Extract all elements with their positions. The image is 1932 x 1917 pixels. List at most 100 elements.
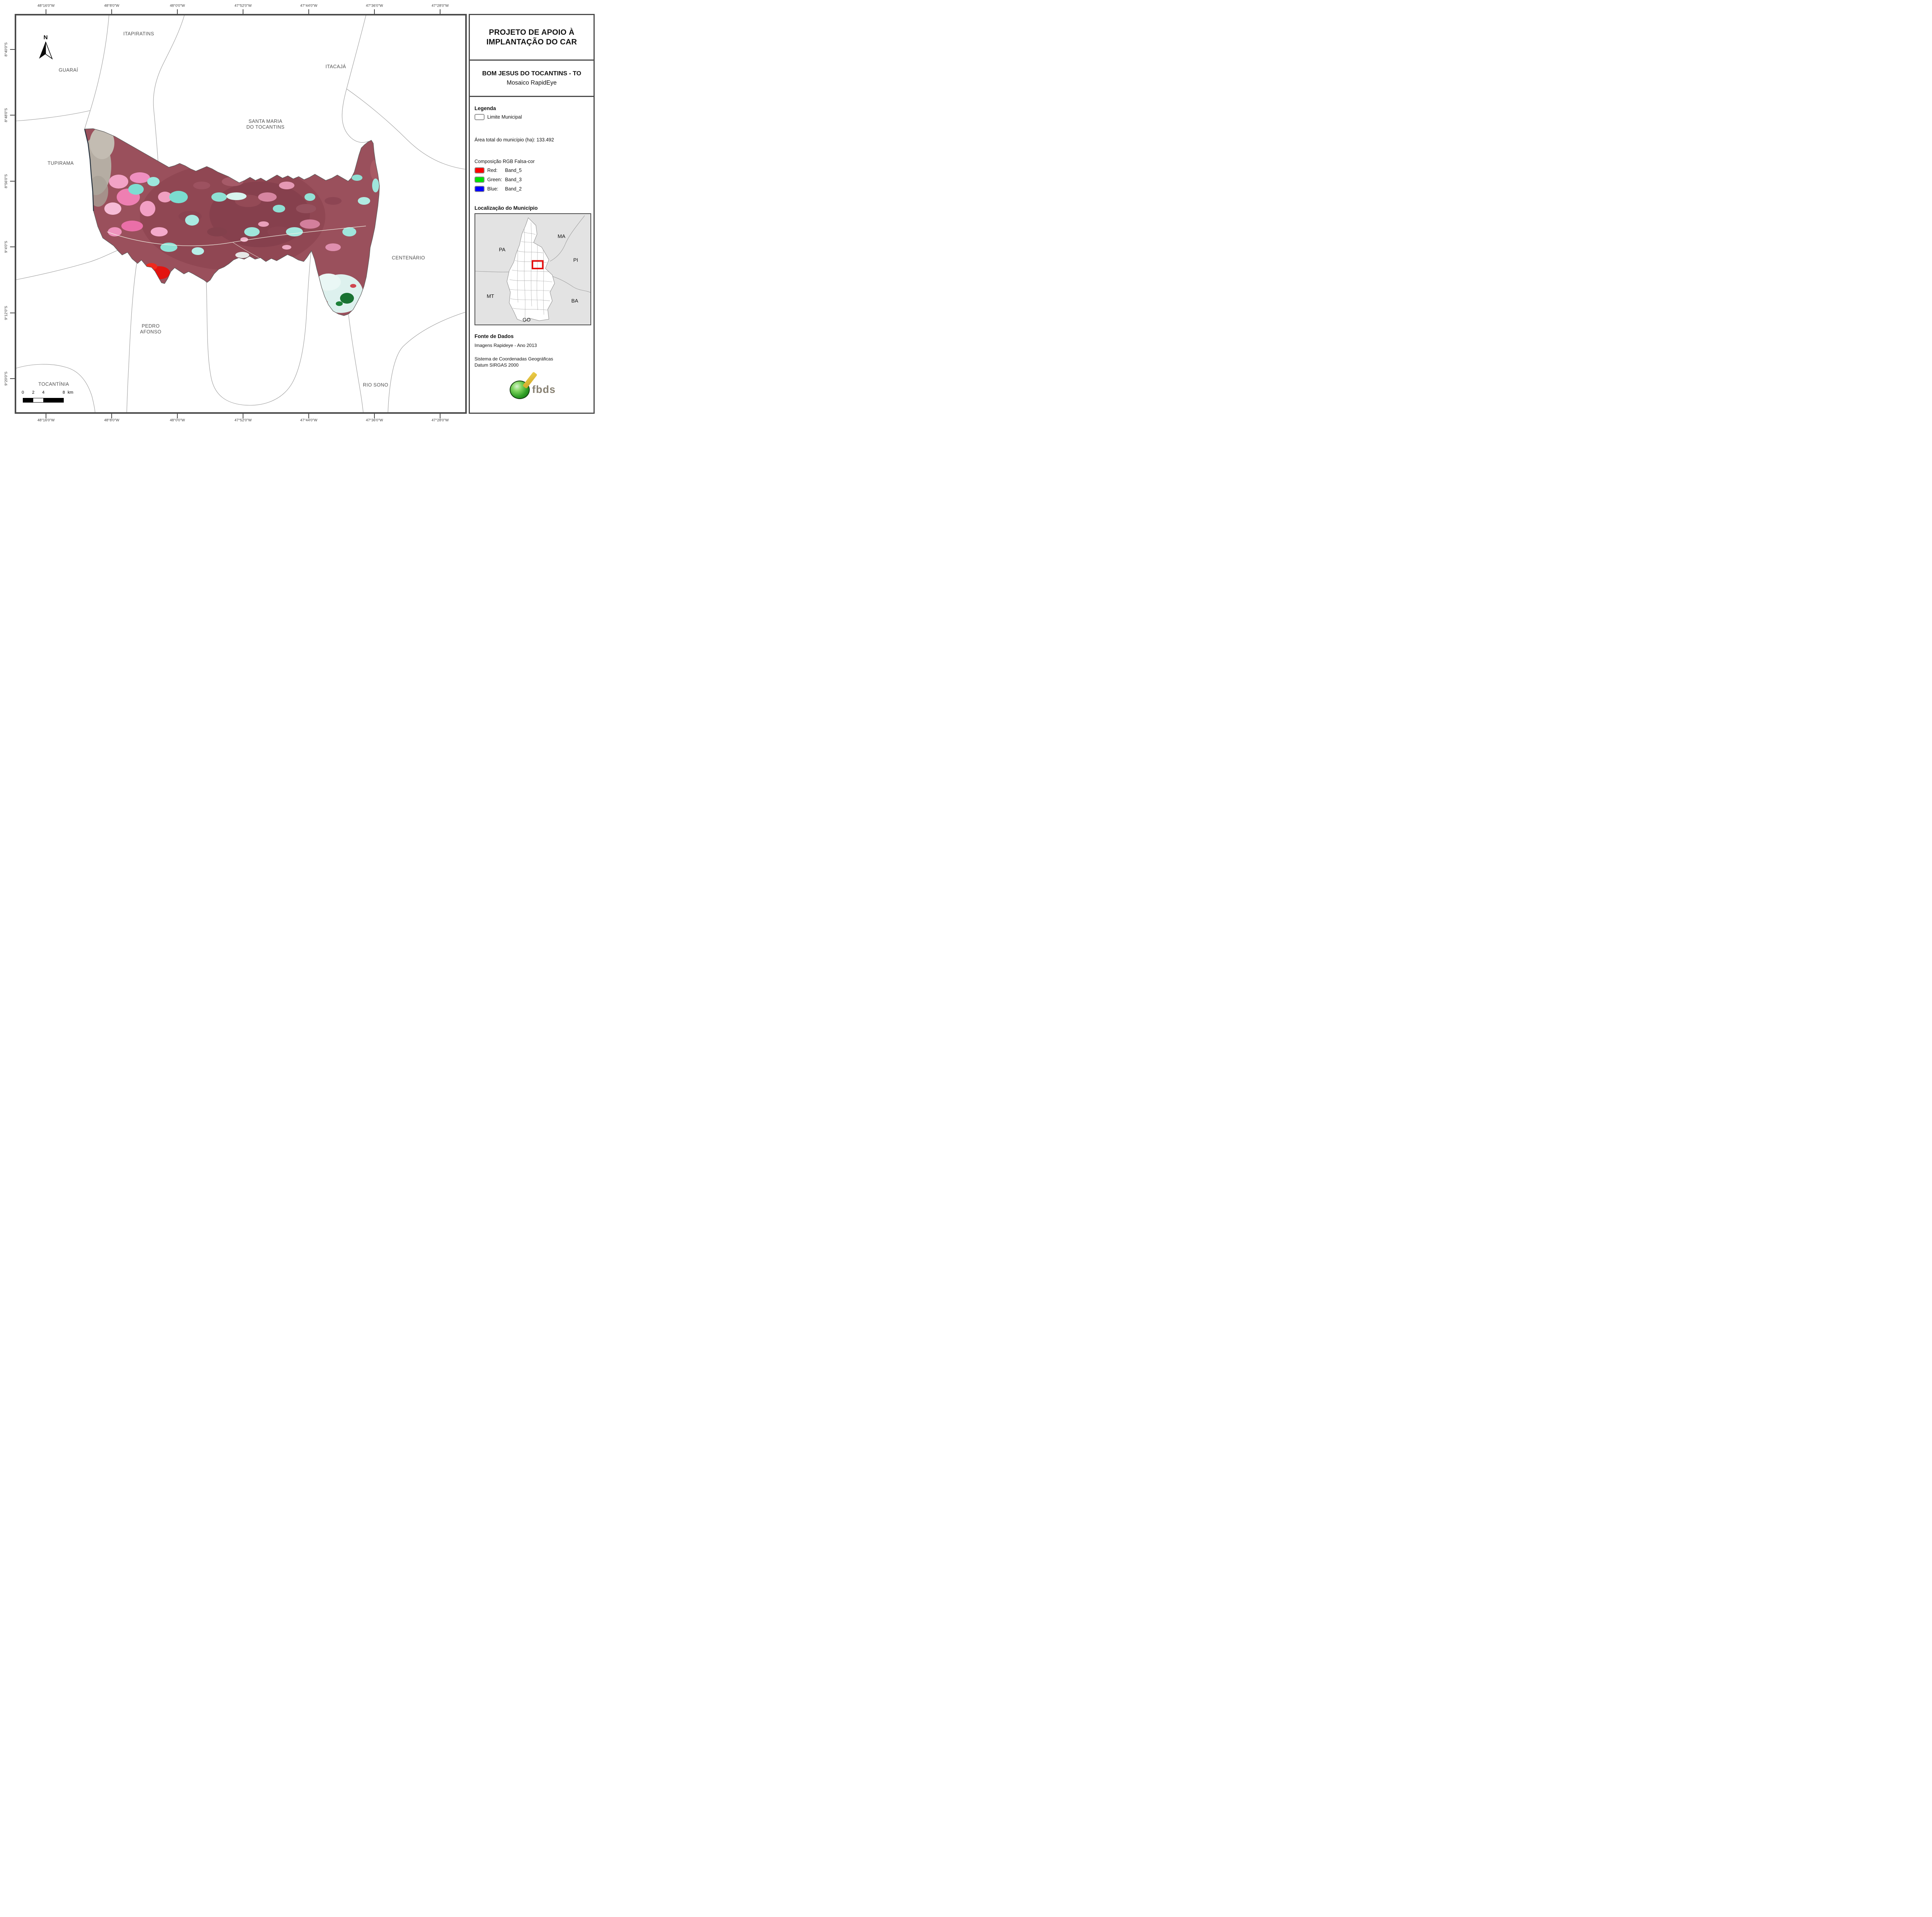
label-santa-maria: SANTA MARIA DO TOCANTINS xyxy=(247,119,285,130)
label-itacaja: ITACAJÁ xyxy=(325,64,346,70)
municipality-name: BOM JESUS DO TOCANTINS - TO xyxy=(482,70,582,77)
label-pedro-line2: AFONSO xyxy=(140,329,162,335)
lon-label-top-5: 47°44'0"W xyxy=(300,3,318,8)
lon-label-bottom-4: 47°52'0"W xyxy=(234,418,252,423)
fbds-logo: fbds xyxy=(499,370,565,401)
state-label-pa: PA xyxy=(499,247,505,253)
limite-municipal-label: Limite Municipal xyxy=(487,114,522,120)
tick-top-5 xyxy=(308,9,309,14)
fbds-logo-text: fbds xyxy=(532,384,556,395)
rgb-row-red: Red: Band_5 xyxy=(474,167,589,173)
municipality-title-box: BOM JESUS DO TOCANTINS - TO Mosaico Rapi… xyxy=(470,61,594,97)
map-layout-page: ITAPIRATINS GUARAÍ ITACAJÁ SANTA MARIA DO… xyxy=(0,0,597,422)
red-band-value: Band_5 xyxy=(505,168,522,173)
legend-item-limite: Limite Municipal xyxy=(474,114,589,120)
scalebar-0: 0 xyxy=(21,390,24,395)
lat-label-4: 9°4'0"S xyxy=(4,241,9,253)
state-label-pi: PI xyxy=(573,257,578,263)
area-total: Área total do município (ha): 133.492 xyxy=(474,137,554,143)
label-centenario: CENTENÁRIO xyxy=(392,255,425,261)
state-label-ba: BA xyxy=(571,298,578,304)
label-guarai: GUARAÍ xyxy=(58,67,78,73)
label-itapiratins: ITAPIRATINS xyxy=(123,31,154,37)
lon-label-top-1: 48°16'0"W xyxy=(37,3,55,8)
blue-band-name: Blue: xyxy=(487,186,498,192)
tick-left-1 xyxy=(10,49,15,50)
lon-label-bottom-1: 48°16'0"W xyxy=(37,418,55,423)
source-heading: Fonte de Dados xyxy=(474,333,514,339)
tick-left-4 xyxy=(10,246,15,247)
lon-label-bottom-2: 48°8'0"W xyxy=(104,418,119,423)
limite-municipal-outline xyxy=(84,128,380,316)
satellite-mosaic xyxy=(85,129,379,316)
map-drawing xyxy=(16,15,465,412)
tocantins-state-shape xyxy=(507,217,555,322)
scalebar-seg-black1 xyxy=(23,398,33,402)
green-band-swatch xyxy=(474,177,485,183)
lon-label-top-6: 47°36'0"W xyxy=(366,3,383,8)
limite-municipal-swatch xyxy=(474,114,485,120)
label-pedro-afonso: PEDRO AFONSO xyxy=(140,323,161,335)
lat-label-3: 8°56'0"S xyxy=(4,174,9,189)
rgb-row-blue: Blue: Band_2 xyxy=(474,186,589,192)
panel-body: Legenda Limite Municipal Área total do m… xyxy=(470,97,594,401)
source-line3-text: Datum SIRGAS 2000 xyxy=(474,362,519,368)
state-label-ma: MA xyxy=(558,233,565,239)
lon-label-bottom-7: 47°28'0"W xyxy=(431,418,449,423)
location-heading: Localização do Município xyxy=(474,205,538,211)
tick-bottom-6 xyxy=(374,414,375,418)
label-santa-maria-line1: SANTA MARIA xyxy=(248,119,282,124)
tick-bottom-5 xyxy=(308,414,309,418)
lon-label-top-7: 47°28'0"W xyxy=(431,3,449,8)
product-name: Mosaico RapidEye xyxy=(507,79,557,86)
state-label-go: GO xyxy=(522,317,531,323)
blue-band-value: Band_2 xyxy=(505,186,522,192)
municipal-boundaries xyxy=(16,15,465,412)
lat-label-6: 9°20'0"S xyxy=(4,371,9,386)
label-rio-sono: RIO SONO xyxy=(363,382,388,388)
project-title-line1: PROJETO DE APOIO À xyxy=(489,28,575,37)
blue-band-swatch xyxy=(474,186,485,192)
scalebar-4: 4 xyxy=(42,390,45,395)
source-line1: Imagens Rapideye - Ano 2013 xyxy=(474,343,537,348)
tick-left-6 xyxy=(10,378,15,379)
scalebar-8: 8 xyxy=(62,390,65,395)
lat-label-5: 9°12'0"S xyxy=(4,306,9,320)
municipality-highlight-box xyxy=(532,260,544,269)
label-tocantinia: TOCANTÍNIA xyxy=(38,381,69,387)
tick-top-6 xyxy=(374,9,375,14)
scalebar-seg-black2 xyxy=(43,398,63,402)
tick-bottom-3 xyxy=(177,414,178,418)
scalebar-unit: km xyxy=(68,390,73,395)
tick-left-3 xyxy=(10,181,15,182)
red-band-swatch xyxy=(474,167,485,173)
scalebar-seg-white xyxy=(33,398,43,402)
lat-label-2: 8°48'0"S xyxy=(4,108,9,122)
info-panel: PROJETO DE APOIO À IMPLANTAÇÃO DO CAR BO… xyxy=(469,14,595,414)
scalebar-bar xyxy=(23,398,64,403)
label-santa-maria-line2: DO TOCANTINS xyxy=(246,124,285,130)
location-inset-map: PA MA PI MT BA GO xyxy=(474,213,591,325)
tick-bottom-2 xyxy=(111,414,112,418)
lon-label-top-3: 48°0'0"W xyxy=(170,3,185,8)
rgb-heading: Composição RGB Falsa-cor xyxy=(474,159,535,164)
tick-left-2 xyxy=(10,115,15,116)
source-line2: Sistema de Coordenadas Geográficas Datum … xyxy=(474,356,589,368)
project-title-line2: IMPLANTAÇÃO DO CAR xyxy=(486,37,577,46)
green-band-value: Band_3 xyxy=(505,177,522,182)
lon-label-bottom-5: 47°44'0"W xyxy=(300,418,318,423)
red-band-name: Red: xyxy=(487,168,498,173)
lon-label-bottom-6: 47°36'0"W xyxy=(366,418,383,423)
label-pedro-line1: PEDRO xyxy=(141,323,160,329)
label-tupirama: TUPIRAMA xyxy=(48,160,74,166)
lon-label-top-4: 47°52'0"W xyxy=(234,3,252,8)
lat-label-1: 8°40'0"S xyxy=(4,42,9,57)
green-band-name: Green: xyxy=(487,177,502,182)
north-arrow-icon xyxy=(39,41,53,60)
tick-top-2 xyxy=(111,9,112,14)
rgb-row-green: Green: Band_3 xyxy=(474,177,589,183)
project-title-box: PROJETO DE APOIO À IMPLANTAÇÃO DO CAR xyxy=(470,15,594,61)
source-line2-text: Sistema de Coordenadas Geográficas xyxy=(474,356,553,362)
tick-top-3 xyxy=(177,9,178,14)
state-label-mt: MT xyxy=(487,293,494,299)
